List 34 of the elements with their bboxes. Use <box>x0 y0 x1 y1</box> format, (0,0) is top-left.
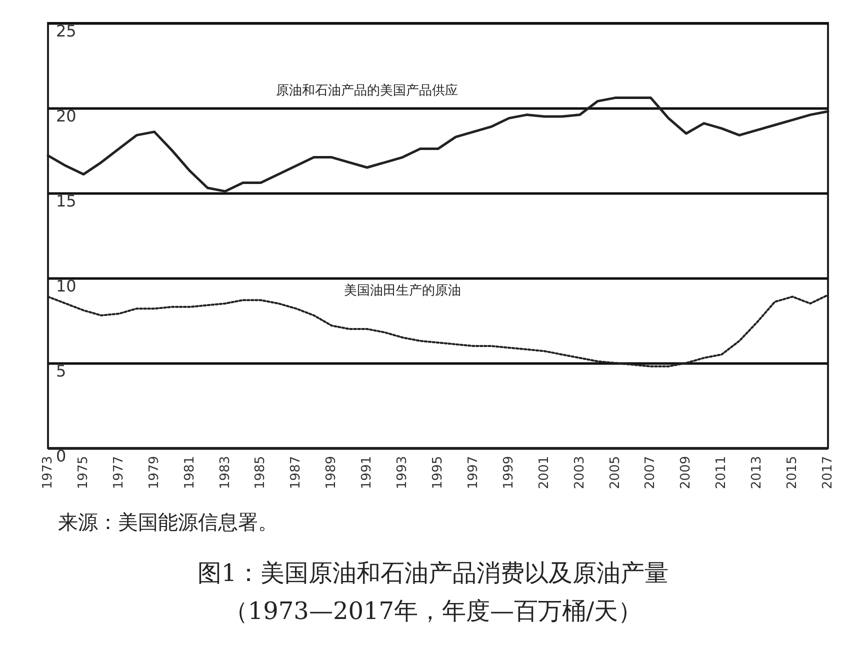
x-tick-label: 2007 <box>643 456 658 490</box>
x-tick-label: 2017 <box>820 456 836 490</box>
x-tick-label: 2011 <box>714 456 730 490</box>
y-tick-label: 15 <box>56 192 76 210</box>
y-tick-label: 0 <box>56 446 66 466</box>
x-tick-label: 1999 <box>501 456 516 490</box>
x-tick-label: 2003 <box>572 456 588 490</box>
x-tick-label: 1985 <box>253 456 268 490</box>
text: 美国油田生产的原油 <box>344 282 462 298</box>
x-tick-label: 1983 <box>218 456 233 490</box>
x-tick-label: 1987 <box>288 456 304 490</box>
x-tick-label: 1977 <box>111 456 126 490</box>
y-tick-label: 20 <box>56 106 76 126</box>
x-tick-label: 1979 <box>146 456 162 490</box>
x-tick-label: 2009 <box>678 456 694 490</box>
source-note: 来源：美国能源信息署。 <box>58 511 278 534</box>
text: 原油和石油产品的美国产品供应 <box>276 82 458 98</box>
x-tick-label: 1975 <box>76 456 91 490</box>
text: （1973—2017年，年度—百万桶/天） <box>224 597 642 625</box>
x-tick-label: 1995 <box>430 456 446 490</box>
x-tick-label: 1973 <box>40 456 56 490</box>
text: 图1：美国原油和石油产品消费以及原油产量 <box>197 559 669 587</box>
y-tick-label: 10 <box>56 276 76 296</box>
x-tick-label: 1991 <box>360 456 375 490</box>
x-tick-label: 2015 <box>785 456 800 490</box>
x-tick-label: 2005 <box>608 456 623 490</box>
x-tick-label: 1997 <box>466 456 481 490</box>
x-tick-label: 2013 <box>750 456 765 490</box>
x-tick-label: 1993 <box>395 456 410 490</box>
x-tick-label: 1989 <box>324 456 340 490</box>
x-tick-label: 1981 <box>182 456 198 490</box>
y-tick-label: 25 <box>56 22 76 40</box>
x-tick-label: 2001 <box>536 456 552 490</box>
y-tick-label: 5 <box>56 362 66 380</box>
